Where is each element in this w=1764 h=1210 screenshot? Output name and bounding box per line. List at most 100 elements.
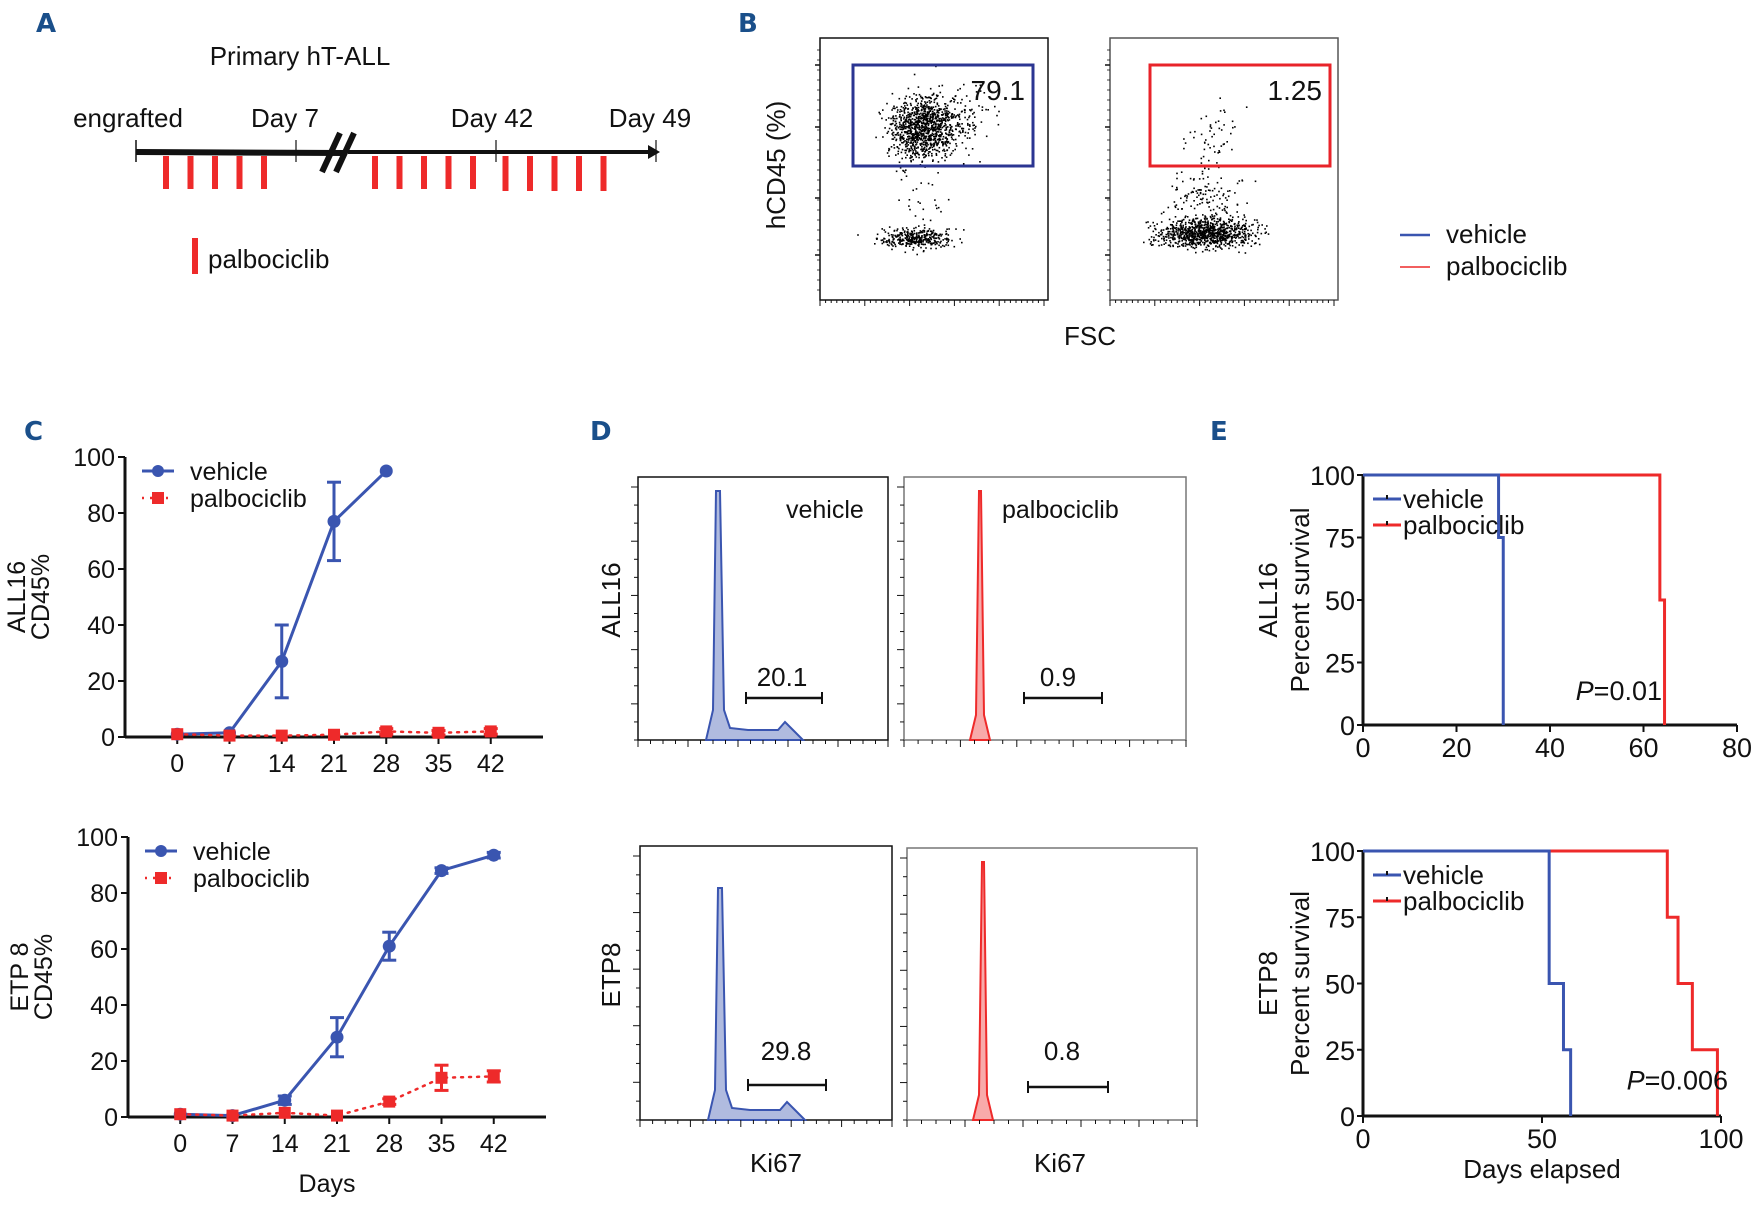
flow-dot — [961, 98, 963, 101]
flow-dot — [909, 123, 912, 126]
flow-dot — [911, 238, 914, 241]
flow-dot — [1184, 227, 1187, 229]
data-point-vehicle — [382, 939, 396, 953]
flow-dot — [1240, 241, 1242, 244]
flow-dot — [896, 106, 898, 109]
flow-dot — [931, 152, 933, 155]
gate-palbociclib — [1148, 63, 1332, 168]
flow-dot — [1206, 240, 1208, 243]
flow-dot — [1211, 234, 1214, 237]
flow-dot — [1180, 197, 1182, 200]
flow-dot — [892, 119, 895, 122]
flow-dot — [938, 151, 941, 153]
flow-dot — [1216, 242, 1219, 244]
flow-dot — [908, 245, 911, 247]
flow-dot — [1209, 226, 1212, 228]
flow-dot — [927, 132, 929, 134]
flow-dot — [928, 123, 930, 125]
flow-dot — [962, 163, 965, 165]
flow-dot — [1191, 219, 1194, 222]
flow-dot — [1195, 230, 1197, 233]
flow-dot — [974, 133, 976, 136]
flow-dot — [1188, 239, 1191, 241]
flow-dot — [961, 241, 963, 244]
flow-dot — [1172, 226, 1175, 228]
flow-dot — [1198, 222, 1200, 224]
flow-dot — [970, 109, 972, 112]
flow-dot — [1228, 218, 1230, 220]
flow-dot — [1222, 234, 1224, 236]
flow-dot — [917, 118, 920, 120]
flow-dot — [962, 131, 964, 133]
flow-dot — [947, 133, 949, 136]
flow-dot — [1206, 217, 1208, 220]
flow-dot — [892, 115, 895, 117]
flow-dot — [947, 240, 949, 243]
data-point-palbociclib — [174, 1108, 187, 1121]
flow-dot — [1215, 221, 1218, 223]
flow-dot — [1219, 110, 1222, 112]
flow-dot — [896, 125, 898, 128]
flow-dot — [1189, 233, 1191, 236]
flow-dot — [908, 125, 911, 128]
data-point-palbociclib — [275, 729, 288, 742]
flow-dot — [939, 233, 941, 236]
flow-dot — [1157, 235, 1160, 237]
flow-dot — [942, 108, 945, 111]
legend-palbociclib-label: palbociclib — [190, 485, 307, 513]
flow-dot — [920, 129, 922, 132]
flow-dot — [928, 100, 931, 102]
flow-dot — [1210, 127, 1213, 129]
flow-dot — [971, 108, 973, 111]
flow-dot — [895, 154, 897, 156]
flow-dot — [924, 102, 927, 105]
flow-dot — [1175, 242, 1177, 244]
flow-dot — [892, 239, 895, 241]
flow-dot — [923, 238, 926, 241]
flow-dot — [969, 137, 971, 139]
flow-dot — [1198, 232, 1201, 235]
histogram-xlabel-palbociclib: Ki67 — [1034, 1148, 1086, 1178]
data-point-palbociclib — [435, 1071, 448, 1084]
flow-dot — [921, 146, 923, 148]
panel-letter-b: B — [738, 9, 758, 39]
flow-dot — [941, 157, 943, 159]
flow-dot — [1239, 233, 1241, 235]
flow-dot — [915, 100, 917, 103]
flow-dot — [1202, 197, 1204, 200]
flow-dot — [1209, 215, 1212, 218]
flow-dot — [898, 234, 901, 236]
flow-dot — [1193, 136, 1195, 139]
flow-dot — [937, 138, 940, 140]
legend-vehicle-label: vehicle — [1446, 219, 1527, 249]
flow-dot — [895, 139, 897, 142]
flow-dot — [967, 122, 969, 125]
flow-dot — [878, 111, 880, 114]
flow-dot — [1194, 223, 1196, 226]
flow-dot — [1200, 225, 1202, 227]
flow-dot — [1202, 177, 1205, 180]
flow-dot — [944, 159, 946, 162]
flow-dot — [1210, 231, 1212, 234]
flow-dot — [946, 116, 949, 118]
flow-dot — [944, 142, 947, 145]
flow-dot — [936, 110, 939, 113]
flow-dot — [898, 116, 901, 118]
flow-dot — [924, 137, 927, 140]
flow-dot — [908, 150, 910, 153]
x-tick-label: 0 — [173, 1130, 187, 1158]
flow-dot — [950, 133, 953, 135]
flow-dot — [1182, 242, 1185, 245]
flow-dot — [1197, 242, 1199, 244]
flow-dot — [907, 228, 909, 231]
flow-dot — [947, 126, 949, 128]
flow-dot — [1180, 237, 1183, 240]
flow-dot — [937, 237, 940, 239]
flow-dot — [905, 175, 908, 177]
flow-dot — [927, 152, 930, 155]
flow-dot — [881, 228, 883, 230]
flow-dot — [1205, 230, 1207, 233]
flow-dot — [953, 245, 956, 248]
flow-dot — [945, 117, 948, 119]
flow-dot — [1201, 198, 1203, 201]
